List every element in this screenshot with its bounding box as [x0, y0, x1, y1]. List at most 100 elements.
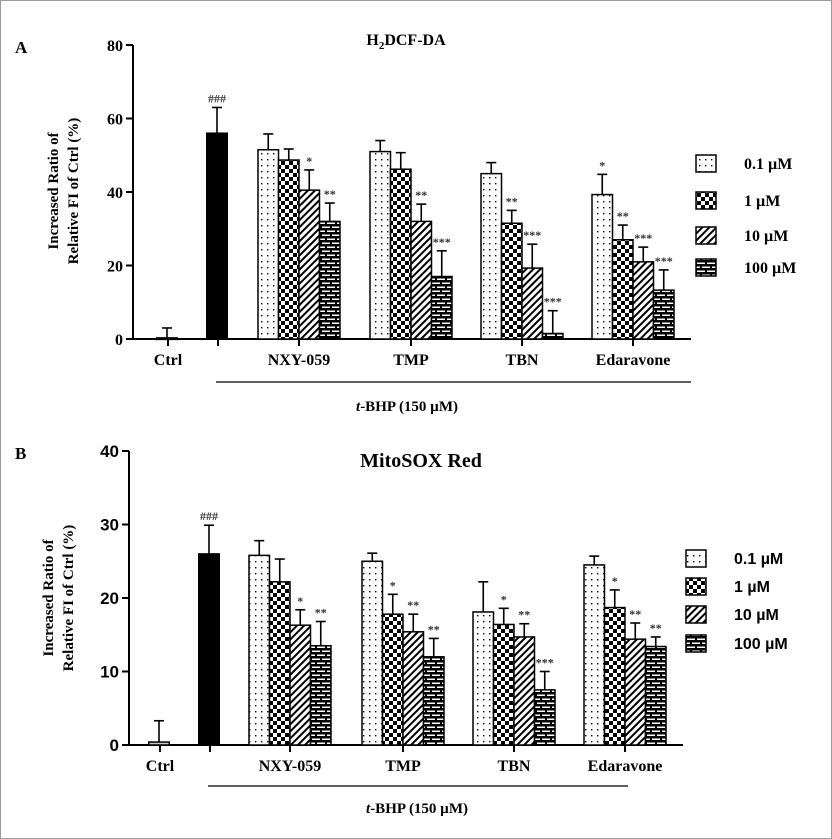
bar-brick: [318, 220, 341, 340]
legend-swatch-dots: [695, 154, 717, 173]
bar-ctrl: [156, 337, 178, 341]
bar-checker: [611, 239, 634, 340]
y-axis-label-line2: Relative FI of Ctrl (%): [66, 118, 82, 265]
significance-mark: **: [617, 209, 629, 223]
x-tick-label: Edaravone: [588, 758, 663, 775]
bar-hatch: [632, 261, 655, 340]
legend-swatch-brick: [695, 258, 717, 277]
legend-swatch-brick: [685, 634, 707, 653]
panel-a: A H2DCF-DA Increased Ratio of Relative F…: [15, 32, 796, 415]
legend-label: 10 µM: [744, 228, 788, 245]
x-tick-label: NXY-059: [268, 352, 331, 369]
legend-label: 10 µM: [734, 607, 779, 624]
significance-mark: *: [306, 154, 312, 168]
x-tick-label: TMP: [385, 758, 421, 775]
panel-b: B MitoSOX Red Increased Ratio of Relativ…: [15, 442, 788, 817]
bar-tbhp: [206, 132, 228, 340]
significance-mark: *: [390, 578, 396, 592]
bar-hatch: [513, 636, 536, 746]
significance-mark: ***: [433, 235, 451, 249]
significance-mark: **: [415, 188, 427, 202]
significance-mark: **: [324, 187, 336, 201]
group-label: t-BHP (150 µM): [366, 801, 468, 817]
bar-brick: [652, 289, 675, 340]
x-tick-label: TMP: [393, 352, 429, 369]
chart-title: H2DCF-DA: [366, 32, 446, 52]
bar-hatch: [289, 624, 312, 746]
bar-dots: [248, 554, 271, 746]
significance-mark: **: [315, 606, 327, 620]
bar-dots: [583, 564, 606, 746]
bar-dots: [480, 172, 503, 340]
bar-brick: [422, 656, 445, 746]
y-tick-label: 30: [100, 516, 119, 535]
y-tick-label: 40: [100, 442, 119, 461]
legend-label: 0.1 µM: [744, 156, 792, 173]
significance-mark: **: [506, 194, 518, 208]
significance-mark: ###: [208, 91, 226, 105]
legend-label: 1 µM: [744, 193, 780, 210]
y-tick-label: 60: [107, 112, 123, 129]
x-tick-label: Ctrl: [146, 758, 175, 775]
bar-brick: [533, 689, 556, 746]
group-label: t-BHP (150 µM): [356, 399, 458, 415]
significance-mark: **: [407, 598, 419, 612]
bar-ctrl: [148, 741, 170, 746]
bar-hatch: [298, 189, 321, 340]
bar-hatch: [410, 220, 433, 340]
legend-swatch-checker: [685, 577, 707, 596]
bar-tbhp: [198, 553, 220, 746]
panel-label: B: [15, 444, 26, 463]
y-axis-label-line1: Increased Ratio of: [41, 538, 57, 656]
bar-checker: [277, 159, 300, 340]
x-tick-label: NXY-059: [259, 758, 322, 775]
significance-mark: ***: [523, 228, 541, 242]
y-tick-label: 20: [100, 589, 119, 608]
bar-hatch: [402, 631, 425, 746]
bar-dots: [257, 148, 280, 340]
bar-checker: [500, 222, 523, 340]
significance-mark: *: [501, 592, 507, 606]
x-tick-label: Ctrl: [154, 352, 183, 369]
y-tick-label: 40: [107, 185, 123, 202]
legend-label: 100 µM: [744, 260, 796, 277]
legend-label: 0.1 µM: [734, 551, 783, 568]
significance-mark: ***: [634, 231, 652, 245]
significance-mark: ###: [200, 509, 218, 523]
significance-mark: *: [599, 158, 605, 172]
significance-mark: ***: [655, 254, 673, 268]
y-axis-label-line2: Relative FI of Ctrl (%): [61, 525, 77, 672]
y-tick-label: 10: [100, 663, 119, 682]
plot-area: 010203040Ctrl###NXY-059***TMP*****TBN***…: [100, 442, 788, 775]
panel-label: A: [15, 38, 28, 57]
significance-mark: **: [650, 621, 662, 635]
significance-mark: *: [612, 574, 618, 588]
legend-swatch-hatch: [685, 605, 707, 624]
bar-dots: [361, 560, 384, 746]
bar-hatch: [624, 638, 647, 746]
legend-swatch-dots: [685, 549, 707, 568]
significance-mark: ***: [544, 295, 562, 309]
bar-brick: [644, 645, 667, 746]
bar-brick: [309, 645, 332, 746]
significance-mark: *: [297, 594, 303, 608]
bar-checker: [492, 623, 515, 746]
bar-checker: [381, 613, 404, 746]
significance-mark: **: [629, 607, 641, 621]
x-tick-label: TBN: [506, 352, 539, 369]
legend-label: 1 µM: [734, 579, 770, 596]
y-tick-label: 0: [110, 736, 119, 755]
y-tick-label: 0: [115, 332, 123, 349]
bar-checker: [268, 581, 291, 746]
significance-mark: **: [518, 608, 530, 622]
legend-swatch-checker: [695, 191, 717, 210]
significance-mark: **: [428, 622, 440, 636]
y-tick-label: 80: [107, 38, 123, 55]
bar-checker: [603, 606, 626, 746]
x-tick-label: Edaravone: [596, 352, 671, 369]
y-axis-label-line1: Increased Ratio of: [46, 131, 62, 249]
x-tick-label: TBN: [498, 758, 531, 775]
bar-hatch: [521, 267, 544, 340]
